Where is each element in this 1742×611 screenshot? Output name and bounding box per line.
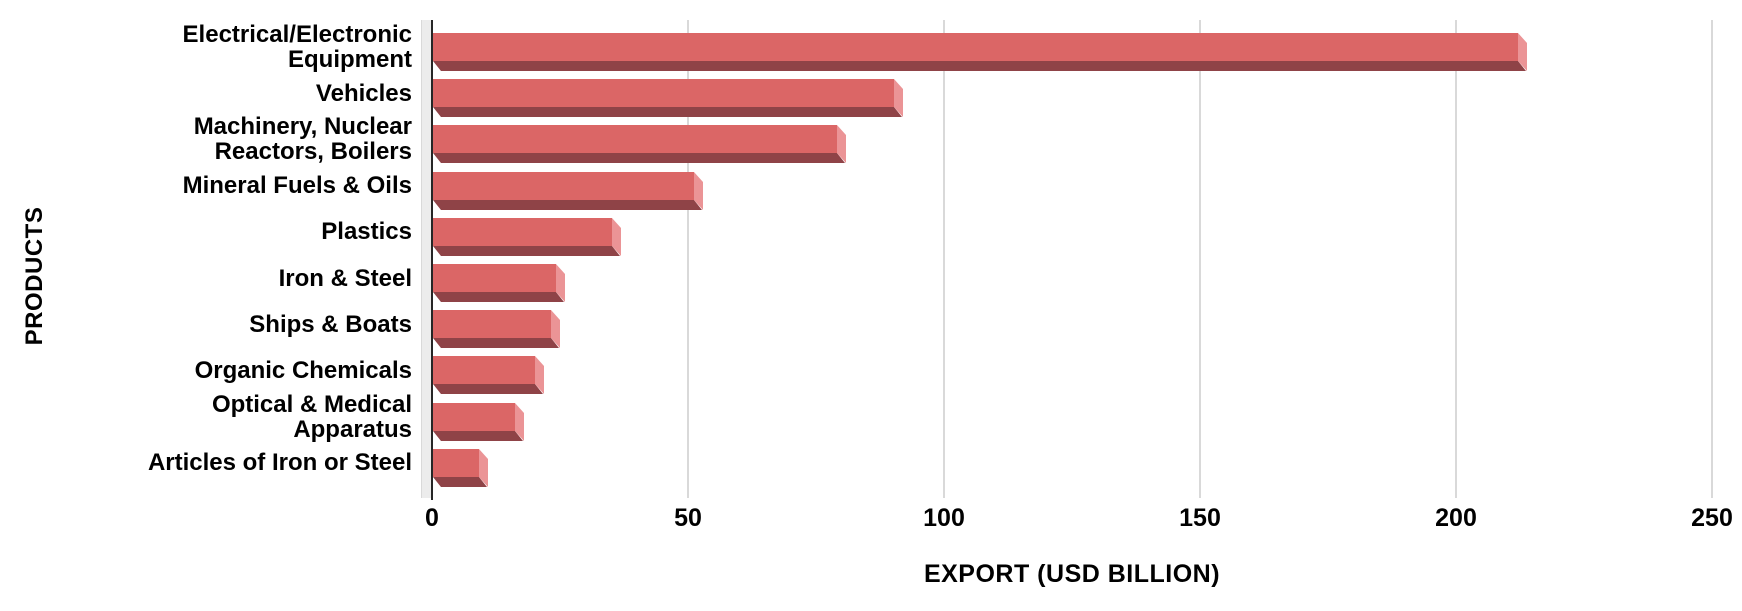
category-label: Vehicles [0, 66, 412, 120]
category-label-line: Apparatus [293, 415, 412, 443]
category-label: Electrical/Electronic Equipment [0, 20, 412, 74]
bar-bottom-shadow [433, 61, 1527, 71]
bar-face [433, 264, 556, 292]
category-label: Iron & Steel [0, 251, 412, 305]
category-label-line: Machinery, Nuclear [193, 113, 412, 141]
gridline-50 [687, 20, 689, 498]
bar-face [433, 356, 536, 385]
gridline-150 [1199, 20, 1201, 498]
gridline-200 [1455, 20, 1457, 498]
gridline-100 [943, 20, 945, 498]
category-label: Mineral Fuels & Oils [0, 159, 412, 213]
bar-articles-of-iron-or-steel [433, 448, 489, 487]
gridline-250 [1711, 20, 1713, 498]
bar-ships-boats [433, 310, 560, 349]
bar-plastics [433, 217, 622, 256]
bar-bottom-shadow [433, 476, 488, 487]
x-axis-title: EXPORT (USD BILLION) [923, 560, 1221, 588]
bar-mineral-fuels-oils [433, 171, 704, 210]
category-label: Ships & Boats [0, 297, 412, 351]
category-label-line: Optical & Medical [211, 390, 412, 418]
bar-bottom-shadow [433, 338, 559, 349]
bar-vehicles [433, 79, 903, 118]
bar-face [433, 171, 695, 200]
category-label-line: Ships & Boats [249, 310, 412, 338]
bar-face [433, 79, 894, 108]
x-tick-label-250: 250 [1691, 504, 1733, 532]
bar-bottom-shadow [433, 384, 544, 395]
category-label: Plastics [0, 205, 412, 259]
bar-bottom-shadow [433, 245, 621, 256]
bar-bottom-shadow [433, 199, 703, 210]
x-tick-label-100: 100 [923, 504, 965, 532]
category-label-line: Vehicles [315, 79, 412, 107]
bar-face [433, 402, 515, 431]
bar-electrical-electronic-equipment [433, 33, 1528, 71]
bar-bottom-shadow [433, 292, 564, 302]
bar-machinery-nuclear-reactors-boilers [433, 125, 847, 164]
bar-organic-chemicals [433, 356, 545, 395]
x-tick-label-0: 0 [425, 504, 439, 532]
bar-bottom-shadow [433, 153, 846, 164]
category-label: Optical & Medical Apparatus [0, 390, 412, 444]
category-label: Articles of Iron or Steel [0, 436, 412, 490]
bar-bottom-shadow [433, 107, 902, 118]
category-label: Machinery, Nuclear Reactors, Boilers [0, 112, 412, 166]
category-label-line: Electrical/Electronic [182, 21, 412, 48]
bar-face [433, 448, 480, 477]
x-tick-label-200: 200 [1435, 504, 1477, 532]
category-label-line: Equipment [288, 46, 412, 73]
bar-face [433, 310, 551, 339]
category-label-line: Organic Chemicals [194, 356, 412, 384]
y-axis-line [431, 20, 433, 500]
bar-bottom-shadow [433, 430, 523, 441]
bar-iron-steel [433, 264, 565, 302]
category-label-line: Articles of Iron or Steel [147, 449, 412, 477]
bar-optical-medical-apparatus [433, 402, 524, 441]
bar-face [433, 33, 1519, 61]
x-tick-label-50: 50 [674, 504, 702, 532]
category-label-line: Iron & Steel [278, 264, 412, 292]
x-tick-label-150: 150 [1179, 504, 1221, 532]
axis-wall [421, 20, 432, 498]
bar-face [433, 125, 838, 154]
category-label-line: Reactors, Boilers [214, 138, 412, 166]
bar-face [433, 217, 613, 246]
category-label: Organic Chemicals [0, 343, 412, 397]
category-label-line: Plastics [321, 218, 412, 246]
category-label-line: Mineral Fuels & Oils [182, 172, 412, 200]
